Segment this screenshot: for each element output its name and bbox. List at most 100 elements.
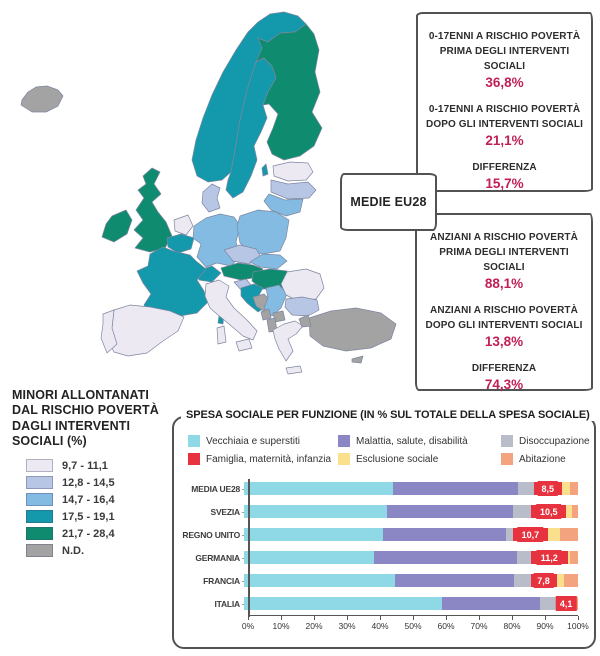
axis-tick-mark	[281, 616, 282, 620]
axis-tick: 10%	[272, 616, 290, 631]
axis-tick-mark	[578, 616, 579, 620]
map-country-lettonia	[270, 179, 317, 200]
map-legend-item: 12,8 - 14,5	[12, 476, 174, 489]
axis-tick: 50%	[404, 616, 422, 631]
axis-tick: 30%	[338, 616, 356, 631]
map-legend-items: 9,7 - 11,1 12,8 - 14,5 14,7 - 16,4 17,5 - 1…	[12, 459, 174, 557]
map-country-grecia	[272, 320, 304, 362]
stat-label: DOPO GLI INTERVENTI SOCIALI	[425, 320, 583, 331]
social-spending-chart-panel: SPESA SOCIALE PER FUNZIONE (IN % SUL TOT…	[172, 409, 596, 649]
axis-tick: 100%	[567, 616, 589, 631]
bar-segment: 4,1	[555, 596, 577, 611]
bar-segment	[392, 482, 518, 495]
stacked-bar: 8,5	[244, 481, 578, 496]
map-country-regno-unito	[133, 167, 173, 253]
map-country-italia-sardegna	[216, 325, 227, 345]
stat-group: 0-17ENNI A RISCHIO POVERTÀ DOPO GLI INTE…	[424, 102, 585, 148]
map-legend-swatch	[26, 510, 53, 523]
axis-tick-mark	[380, 616, 381, 620]
medie-eu28-box: MEDIE EU28	[340, 173, 437, 231]
map-legend-item: 14,7 - 16,4	[12, 493, 174, 506]
stat-group: 0-17ENNI A RISCHIO POVERTÀ PRIMA DEGLI I…	[424, 29, 585, 90]
chart-legend-swatch	[501, 453, 513, 465]
axis-tick-mark	[545, 616, 546, 620]
bar-value-label: 4,1	[555, 596, 577, 611]
bar-segment	[514, 574, 531, 587]
chart-legend-item: Vecchiaia e superstiti	[188, 435, 338, 447]
map-country-islanda	[20, 85, 64, 113]
bar-segment	[575, 597, 578, 610]
chart-legend-swatch	[501, 435, 513, 447]
stat-label: DOPO GLI INTERVENTI SOCIALI	[426, 119, 583, 130]
stat-value: 21,1%	[485, 133, 524, 148]
axis-tick: 20%	[305, 616, 323, 631]
stat-value: 15,7%	[485, 176, 524, 191]
map-legend-swatch	[26, 476, 53, 489]
chart-legend: Vecchiaia e superstiti Malattia, salute, …	[188, 435, 590, 465]
axis-tick-label: 20%	[305, 621, 323, 631]
europe-map	[20, 11, 397, 375]
stat-value: 88,1%	[484, 276, 524, 291]
bar-segment	[373, 551, 517, 564]
stacked-bar: 7,8	[244, 573, 578, 588]
bar-row: FRANCIA 7,8	[182, 569, 578, 592]
axis-tick-label: 70%	[470, 621, 488, 631]
bar-segment	[517, 482, 534, 495]
map-country-finlandia	[255, 23, 323, 161]
axis-tick-mark	[446, 616, 447, 620]
axis-tick: 40%	[371, 616, 389, 631]
bar-value-label: 11,2	[536, 550, 562, 565]
map-country-belgio	[166, 233, 195, 254]
bar-segment	[548, 528, 560, 541]
map-legend-item: 17,5 - 19,1	[12, 510, 174, 523]
bar-segment: 7,8	[530, 573, 557, 588]
bar-segment	[516, 551, 531, 564]
map-legend-title-line: MINORI ALLONTANATI	[12, 388, 149, 402]
stacked-bar: 11,2	[244, 550, 578, 565]
anziani-stats-box: ANZIANI A RISCHIO POVERTÀ PRIMA DEGLI IN…	[415, 213, 593, 392]
chart-legend-swatch	[338, 453, 350, 465]
bar-value-label: 10,7	[517, 527, 544, 542]
map-country-danimarca	[201, 183, 221, 213]
map-legend-item: N.D.	[12, 544, 174, 557]
map-country-francia	[136, 246, 209, 317]
stat-label: DIFFERENZA	[471, 363, 537, 374]
axis-tick-label: 10%	[272, 621, 290, 631]
map-legend-swatch	[26, 493, 53, 506]
map-country-montenegro	[260, 308, 272, 321]
bar-segment	[244, 597, 443, 610]
chart-legend-label: Malattia, salute, disabilità	[356, 435, 468, 447]
stat-group: DIFFERENZA 74,3%	[423, 361, 585, 392]
map-legend-title-line: DAL RISCHIO POVERTÀ	[12, 403, 159, 418]
axis-tick-label: 80%	[503, 621, 521, 631]
bar-segment: 10,5	[531, 504, 567, 519]
stat-group: ANZIANI A RISCHIO POVERTÀ PRIMA DEGLI IN…	[423, 230, 585, 291]
chart-legend-swatch	[188, 435, 200, 447]
axis-tick-mark	[347, 616, 348, 620]
chart-area: MEDIA UE28 8,5 SVEZIA 10,5 REGNO UNITO 10,7 GE…	[182, 477, 589, 636]
map-legend-swatch	[26, 544, 53, 557]
map-country-svezia	[225, 57, 277, 199]
bar-segment	[559, 528, 578, 541]
stat-value: 36,8%	[485, 75, 524, 90]
stat-group: ANZIANI A RISCHIO POVERTÀ DOPO GLI INTER…	[423, 303, 585, 349]
x-axis: 0% 10% 20% 30% 40% 50% 60% 70% 80% 90% 100%	[242, 615, 589, 636]
chart-legend-swatch	[188, 453, 200, 465]
axis-tick-label: 0%	[241, 621, 255, 631]
stat-label: PRIMA DEGLI INTERVENTI SOCIALI	[439, 46, 570, 72]
bar-segment	[244, 528, 384, 541]
chart-title: SPESA SOCIALE PER FUNZIONE (IN % SUL TOT…	[181, 409, 595, 421]
map-country-lituania	[263, 193, 304, 217]
chart-legend-swatch	[338, 435, 350, 447]
map-country-irlanda	[101, 209, 133, 243]
axis-tick: 80%	[503, 616, 521, 631]
bar-rows: MEDIA UE28 8,5 SVEZIA 10,5 REGNO UNITO 10,7 GE…	[182, 477, 578, 615]
map-country-slovacchia	[249, 253, 288, 270]
bar-category-label: ITALIA	[182, 599, 244, 609]
map-legend-label: 14,7 - 16,4	[62, 493, 115, 506]
axis-tick-mark	[248, 616, 249, 620]
bar-segment	[561, 482, 570, 495]
axis-tick: 60%	[437, 616, 455, 631]
bar-segment	[244, 574, 396, 587]
